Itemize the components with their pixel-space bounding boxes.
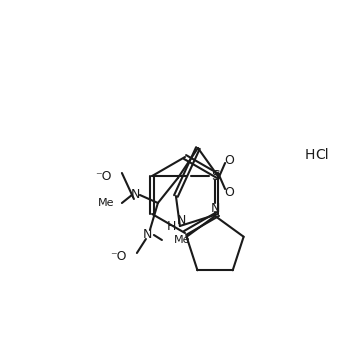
Text: S: S [211, 169, 219, 183]
Text: O: O [224, 185, 234, 198]
Text: Me: Me [97, 198, 114, 208]
Text: H: H [167, 220, 177, 233]
Text: O: O [224, 154, 234, 167]
Text: N: N [210, 201, 220, 214]
Text: N: N [143, 228, 153, 241]
Text: ⁻O: ⁻O [95, 171, 112, 184]
Text: Cl: Cl [315, 148, 329, 162]
Text: ⁻O: ⁻O [110, 250, 127, 263]
Text: H: H [305, 148, 315, 162]
Text: Me: Me [174, 235, 190, 245]
Text: N: N [177, 214, 187, 227]
Text: N: N [131, 188, 140, 201]
